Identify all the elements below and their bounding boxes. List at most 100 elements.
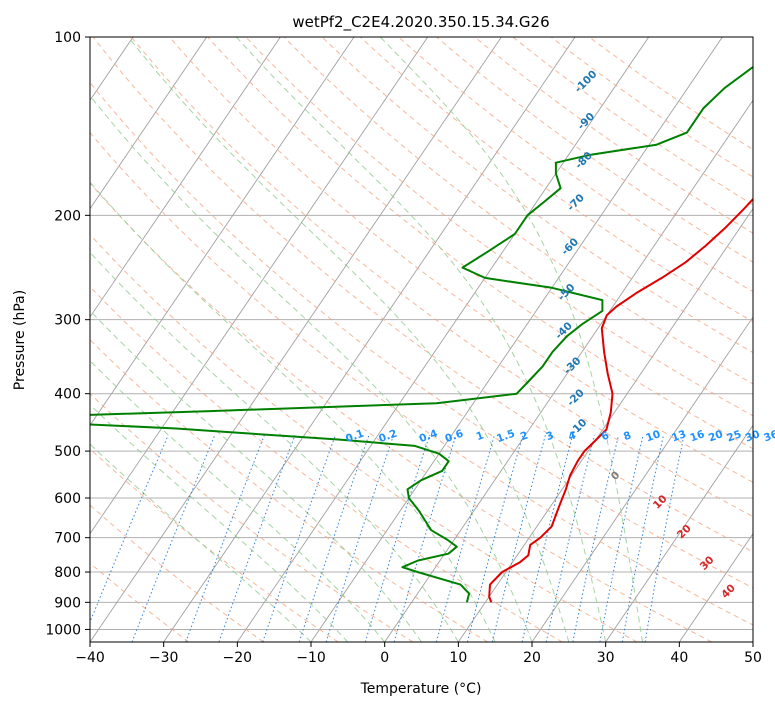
- mixing-ratio-line: [572, 435, 620, 642]
- theta-label: -100: [572, 68, 599, 95]
- mixing-ratio-line: [545, 435, 595, 642]
- dry-adiabat-line: [131, 37, 753, 518]
- dry-adiabat-line: [321, 37, 753, 354]
- dry-adiabat-line: [207, 37, 753, 450]
- y-tick-label: 900: [54, 595, 81, 611]
- mixing-ratio-label: 20: [707, 428, 725, 444]
- chart-title: wetPf2_C2E4.2020.350.15.34.G26: [292, 13, 549, 32]
- mixing-ratio-label: 1: [475, 429, 486, 443]
- mixing-ratio-label: 4: [567, 429, 578, 443]
- mixing-ratio-line: [435, 435, 495, 642]
- mixing-ratio-label: 0.4: [418, 428, 440, 446]
- mixing-ratio-line: [185, 435, 265, 642]
- mixing-ratio-label: 6: [600, 429, 611, 443]
- mixing-ratio-label: 8: [622, 429, 633, 443]
- theta-label: -30: [562, 355, 584, 377]
- plot-background: [90, 37, 753, 642]
- adiabat-label: 30: [698, 554, 717, 573]
- mixing-ratio-line: [467, 435, 524, 642]
- y-tick-label: 800: [54, 565, 81, 581]
- isotherm-line: [531, 316, 753, 642]
- x-tick-label: −40: [75, 650, 105, 666]
- x-tick-label: −20: [223, 650, 253, 666]
- theta-label: -70: [565, 192, 587, 214]
- isotherm-line: [90, 37, 429, 535]
- mixing-ratio-label: 13: [670, 428, 688, 444]
- adiabat-label: 0: [609, 469, 623, 483]
- dry-adiabat-line: [90, 504, 264, 642]
- adiabat-label: 40: [719, 582, 738, 601]
- x-tick-label: −30: [149, 650, 179, 666]
- x-tick-label: 40: [670, 650, 688, 666]
- x-tick-label: 30: [597, 650, 615, 666]
- moist-adiabat-line: [90, 251, 459, 642]
- dry-adiabat-line: [359, 37, 753, 323]
- dry-adiabat-line: [90, 448, 339, 642]
- dry-adiabat-line: [283, 37, 753, 385]
- dry-adiabat-line: [512, 37, 753, 206]
- x-axis-label: Temperature (°C): [360, 681, 482, 697]
- dry-adiabat-line: [436, 37, 753, 263]
- moist-adiabat-line: [128, 37, 570, 642]
- temperature-profile: [488, 197, 753, 603]
- y-tick-label: 300: [54, 313, 81, 329]
- mixing-ratio-line: [644, 435, 685, 642]
- dewpoint-profile: [90, 65, 753, 603]
- x-tick-label: 50: [744, 650, 762, 666]
- dry-adiabat-line: [92, 37, 753, 553]
- plot-frame: [89, 36, 754, 643]
- isotherm-line: [605, 424, 753, 642]
- isotherm-line: [384, 99, 753, 642]
- moist-adiabat-line: [90, 309, 422, 642]
- mixing-ratio-line: [599, 435, 644, 642]
- x-tick-label: 20: [523, 650, 541, 666]
- dry-adiabat-line: [90, 131, 753, 626]
- mixing-ratio-label: 0.6: [443, 428, 465, 446]
- y-tick-label: 200: [54, 208, 81, 224]
- isotherm-line: [752, 641, 753, 642]
- x-axis: −40 −30 −20 −10 0 10 20 30 40 50: [75, 642, 762, 666]
- x-tick-label: −10: [296, 650, 326, 666]
- isotherm-line: [90, 37, 502, 642]
- mixing-ratio-label: 25: [725, 428, 743, 444]
- theta-label: -40: [553, 320, 575, 342]
- moist-adiabat-line: [379, 37, 643, 642]
- x-tick-label: 0: [380, 650, 389, 666]
- dry-adiabat-line: [245, 37, 753, 417]
- theta-label: -80: [573, 150, 595, 172]
- isotherm-line: [310, 37, 723, 642]
- mixing-ratio-label: 0.1: [344, 428, 366, 446]
- mixing-ratio-line: [325, 435, 395, 642]
- mixing-ratio-line: [262, 435, 336, 642]
- dry-adiabat-line: [90, 562, 190, 642]
- mixing-ratio-line: [218, 435, 296, 642]
- mixing-ratio-label: 0.2: [377, 428, 399, 446]
- theta-label: -20: [565, 387, 587, 409]
- theta-label: -50: [556, 281, 578, 303]
- mixing-ratio-label: 3: [545, 429, 556, 443]
- moist-adiabat-line: [236, 37, 607, 642]
- mixing-ratio-line: [90, 435, 169, 624]
- moist-adiabat-line: [90, 360, 386, 642]
- dry-adiabat-line: [398, 37, 753, 293]
- y-tick-label: 400: [54, 387, 81, 403]
- y-axis-label: Pressure (hPa): [12, 290, 28, 390]
- isotherm-line: [457, 207, 753, 642]
- isotherm-line: [90, 37, 208, 210]
- mixing-ratio-label: 16: [688, 428, 706, 444]
- y-tick-label: 500: [54, 444, 81, 460]
- isotherm-line: [90, 37, 355, 427]
- mixing-ratio-line: [521, 435, 574, 642]
- mixing-ratio-label: 1.5: [495, 428, 517, 446]
- dry-adiabat-line: [90, 182, 712, 642]
- isotherm-line: [678, 532, 753, 642]
- plot-labels: -100-90-80-70-60-50-40-30-20-100.1 0.2 0.4…: [344, 68, 775, 601]
- dry-adiabat-line: [90, 81, 753, 589]
- dry-adiabat-line: [90, 233, 638, 642]
- moist-adiabat-line: [90, 94, 533, 642]
- isotherm-line: [163, 37, 576, 642]
- moist-adiabat-line: [90, 443, 312, 642]
- isotherm-line: [90, 37, 281, 318]
- mixing-ratio-line: [364, 435, 430, 642]
